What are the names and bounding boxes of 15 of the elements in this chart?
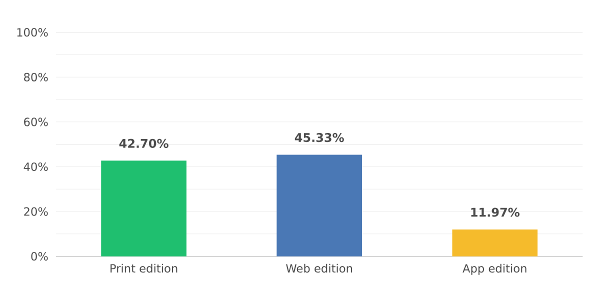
- y-tick-label: 60%: [24, 118, 48, 126]
- data-label: 42.70%: [119, 138, 168, 148]
- data-label: 45.33%: [294, 132, 344, 142]
- data-label: 11.97%: [471, 208, 520, 217]
- bar: [452, 230, 538, 256]
- bar: [276, 154, 362, 256]
- x-tick-label: App edition: [462, 264, 526, 275]
- x-tick-label: Web edition: [286, 264, 352, 273]
- y-tick-label: 0%: [31, 252, 48, 261]
- y-tick-label: 100%: [17, 28, 48, 37]
- y-tick-label: 20%: [24, 207, 48, 216]
- y-tick-label: 80%: [24, 72, 48, 82]
- bar: [101, 160, 186, 256]
- y-tick-label: 40%: [24, 162, 48, 172]
- x-tick-label: Print edition: [110, 264, 178, 273]
